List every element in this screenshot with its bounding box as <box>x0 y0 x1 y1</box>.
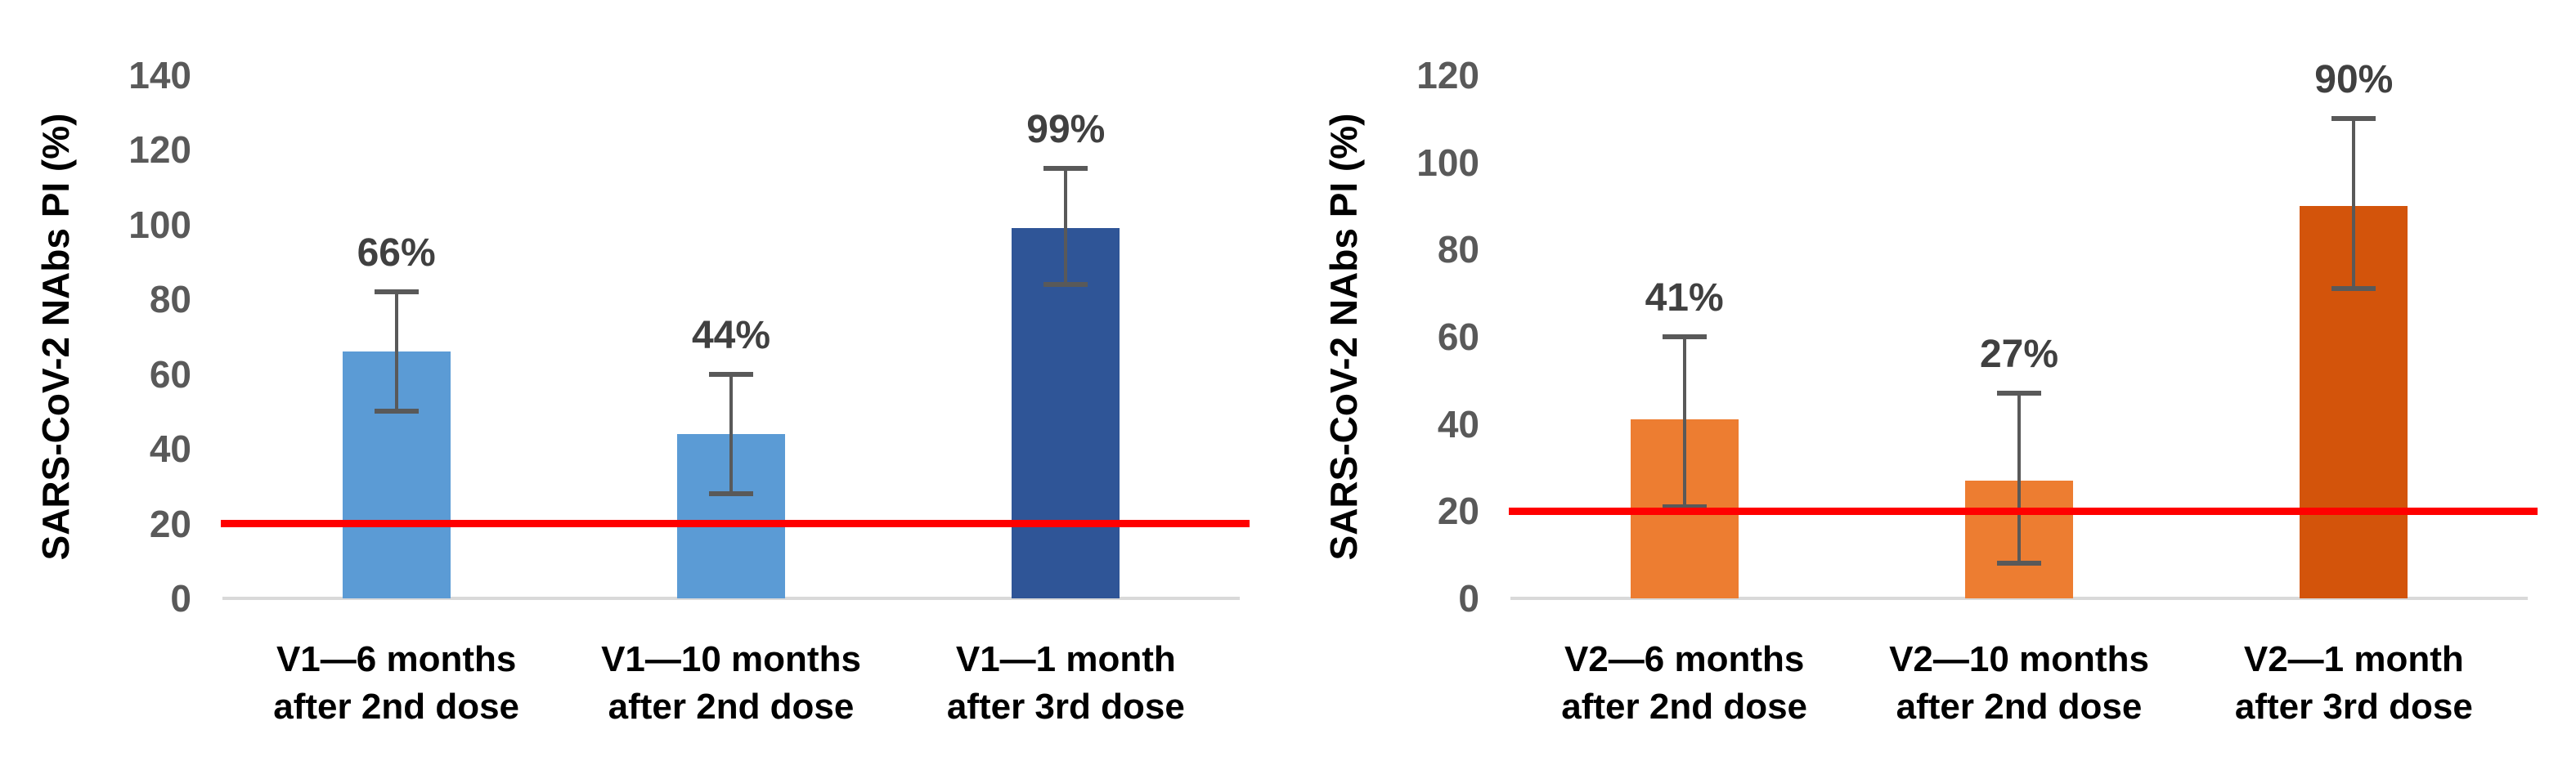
error-bar <box>2017 393 2021 564</box>
error-bar-cap-bottom <box>2331 286 2376 292</box>
bar-value-label: 90% <box>2314 58 2394 102</box>
error-bar-cap-top <box>1662 334 1707 339</box>
x-label-line1: V2—10 months <box>1889 639 2149 679</box>
plot-area: 66% 44% 99% <box>221 0 1250 779</box>
y-tick-label: 120 <box>1416 54 1479 96</box>
x-label-line1: V2—1 month <box>2243 639 2464 679</box>
error-bar <box>1064 168 1068 284</box>
y-tick-label: 40 <box>149 428 191 471</box>
x-label-line1: V1—6 months <box>276 639 517 679</box>
y-tick-label: 100 <box>128 203 191 246</box>
x-label-line2: after 3rd dose <box>2234 687 2473 728</box>
x-category-label: V2—10 months after 2nd dose <box>1839 636 2199 731</box>
x-label-line2: after 3rd dose <box>946 687 1185 728</box>
x-label-line2: after 2nd dose <box>273 687 520 728</box>
bar-value-label: 27% <box>1979 333 2059 377</box>
error-bar-cap-bottom <box>374 409 419 414</box>
v2-chart: SARS-CoV-2 NAbs PI (%) 0 20 40 60 80 100 120 4… <box>1288 0 2576 779</box>
error-bar-cap-bottom <box>1662 504 1707 509</box>
threshold-line <box>1509 507 2538 515</box>
y-tick-label: 0 <box>170 577 191 620</box>
bar-99% <box>1012 228 1120 598</box>
x-category-label: V2—6 months after 2nd dose <box>1505 636 1865 731</box>
x-category-label: V1—6 months after 2nd dose <box>217 636 577 731</box>
y-tick-label: 40 <box>1437 402 1479 445</box>
y-tick-label: 80 <box>1437 228 1479 271</box>
error-bar-cap-top <box>374 289 419 295</box>
error-bar-cap-bottom <box>709 491 753 496</box>
error-bar <box>2352 119 2356 289</box>
bar-value-label: 99% <box>1026 108 1106 152</box>
y-tick-label: 120 <box>128 128 191 172</box>
x-label-line1: V1—1 month <box>955 639 1176 679</box>
y-tick-label: 60 <box>1437 316 1479 358</box>
y-tick-label: 0 <box>1458 577 1479 620</box>
bar-value-label: 44% <box>691 313 771 357</box>
y-tick-label: 60 <box>149 352 191 396</box>
x-label-line2: after 2nd dose <box>1896 687 2143 728</box>
error-bar-cap-top <box>2331 116 2376 122</box>
y-tick-label: 140 <box>128 54 191 96</box>
error-bar <box>1682 337 1686 507</box>
x-category-label: V2—1 month after 3rd dose <box>2174 636 2533 731</box>
error-bar-cap-top <box>1997 391 2041 396</box>
error-bar-cap-top <box>1043 166 1088 172</box>
bar-value-label: 66% <box>357 231 436 275</box>
x-label-line1: V2—6 months <box>1564 639 1805 679</box>
x-axis-baseline <box>1510 597 2528 600</box>
y-tick-label: 80 <box>149 278 191 321</box>
error-bar <box>394 292 398 412</box>
y-axis-title: SARS-CoV-2 NAbs PI (%) <box>34 113 77 561</box>
threshold-line <box>221 520 1250 528</box>
x-label-line2: after 2nd dose <box>1561 687 1808 728</box>
x-label-line1: V1—10 months <box>601 639 861 679</box>
y-tick-label: 20 <box>1437 490 1479 533</box>
y-tick-label: 100 <box>1416 141 1479 184</box>
v1-chart: SARS-CoV-2 NAbs PI (%) 0 20 40 60 80 100 120 14… <box>34 0 1250 779</box>
x-category-label: V1—1 month after 3rd dose <box>886 636 1245 731</box>
plot-area: 41% 27% 90% <box>1509 0 2538 779</box>
x-category-label: V1—10 months after 2nd dose <box>551 636 911 731</box>
x-label-line2: after 2nd dose <box>608 687 855 728</box>
y-tick-label: 20 <box>149 502 191 545</box>
error-bar-cap-bottom <box>1997 561 2041 566</box>
error-bar-cap-top <box>709 371 753 377</box>
error-bar <box>729 374 733 494</box>
error-bar-cap-bottom <box>1043 282 1088 287</box>
x-axis-baseline <box>222 597 1240 600</box>
bar-value-label: 41% <box>1645 276 1724 320</box>
